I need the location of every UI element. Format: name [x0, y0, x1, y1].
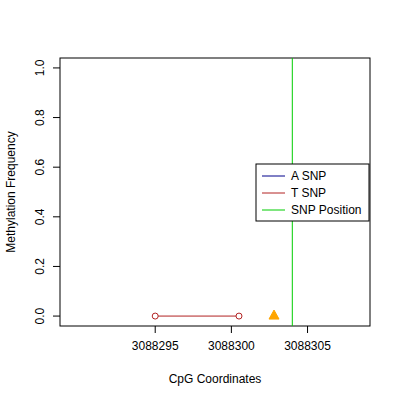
y-tick [53, 117, 60, 118]
legend-label: A SNP [291, 169, 326, 183]
plot-frame [60, 58, 370, 326]
x-tick [155, 326, 156, 333]
x-tick-label: 3088300 [208, 339, 255, 353]
y-tick-label: 0.8 [33, 109, 47, 126]
y-axis-label: Methylation Frequency [4, 131, 18, 252]
x-tick [307, 326, 308, 333]
y-tick-label: 0.0 [33, 307, 47, 324]
series-line [155, 316, 239, 317]
snp-marker [269, 310, 279, 319]
legend-label: SNP Position [291, 203, 361, 217]
chart: 3088295 3088300 3088305 0.0 0.2 0.4 0.6 0.8 1.0 C… [0, 0, 400, 400]
y-tick-label: 0.4 [33, 208, 47, 225]
y-tick [53, 67, 60, 68]
series-point [152, 313, 158, 319]
series-point [236, 313, 242, 319]
y-tick-label: 1.0 [33, 59, 47, 76]
y-tick-label: 0.2 [33, 258, 47, 275]
legend-swatch [262, 210, 285, 211]
y-tick [53, 216, 60, 217]
x-axis-label: CpG Coordinates [169, 372, 262, 386]
x-tick [231, 326, 232, 333]
y-tick [53, 167, 60, 168]
y-tick-label: 0.6 [33, 159, 47, 176]
y-tick [53, 266, 60, 267]
legend-swatch [262, 176, 285, 177]
y-tick [53, 316, 60, 317]
x-tick-label: 3088295 [132, 339, 179, 353]
legend-label: T SNP [291, 186, 326, 200]
x-tick-label: 3088305 [284, 339, 331, 353]
legend-swatch [262, 193, 285, 194]
legend-box [256, 164, 369, 221]
legend: A SNP T SNP SNP Position [256, 164, 369, 221]
